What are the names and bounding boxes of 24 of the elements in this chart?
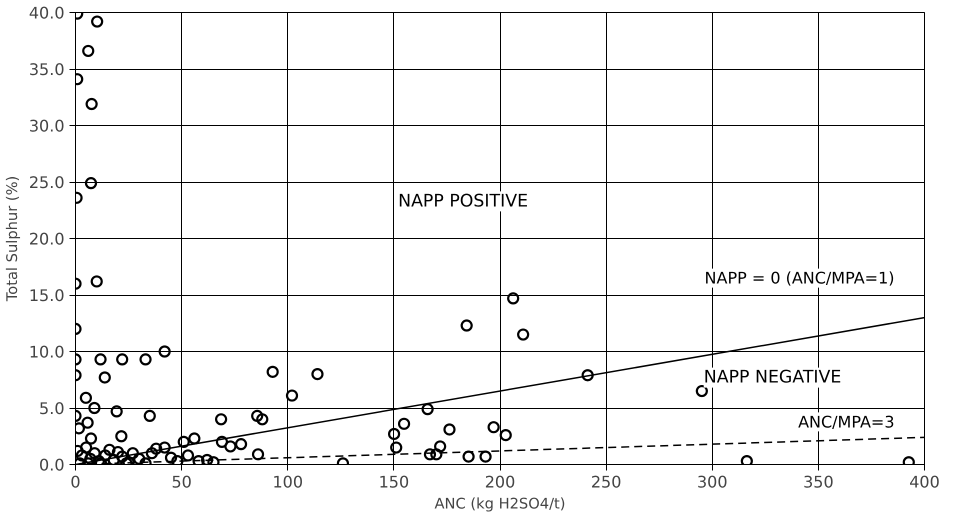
x-tick-label: 400 (909, 472, 940, 492)
x-tick-label: 150 (378, 472, 410, 492)
y-tick-label: 25.0 (28, 173, 64, 192)
x-tick-label: 50 (171, 472, 192, 492)
annotation: NAPP NEGATIVE (704, 368, 842, 388)
y-tick-label: 10.0 (28, 342, 64, 362)
x-tick-label: 0 (70, 472, 81, 492)
y-tick-label: 20.0 (28, 230, 64, 248)
y-tick-label: 35.0 (28, 60, 64, 79)
y-tick-label: 5.0 (39, 399, 65, 418)
x-tick-label: 250 (590, 472, 622, 492)
annotation: NAPP POSITIVE (398, 191, 528, 212)
x-tick-label: 200 (484, 472, 516, 492)
x-tick-label: 350 (803, 472, 834, 492)
y-tick-label: 40.0 (28, 4, 64, 22)
y-tick-label: 0.0 (39, 456, 65, 474)
text: NAPP = 0 (ANC/MPA=1) (704, 268, 895, 288)
y-tick-label: 30.0 (28, 116, 64, 136)
y-axis-title: Total Sulphur (%) (4, 176, 21, 302)
x-axis-title: ANC (kg H2SO4/t) (434, 496, 566, 512)
y-tick-label: 15.0 (28, 286, 64, 305)
x-tick-label: 300 (696, 472, 728, 492)
x-tick-label: 100 (272, 472, 304, 492)
series-label: ANC/MPA=3 (798, 412, 894, 432)
